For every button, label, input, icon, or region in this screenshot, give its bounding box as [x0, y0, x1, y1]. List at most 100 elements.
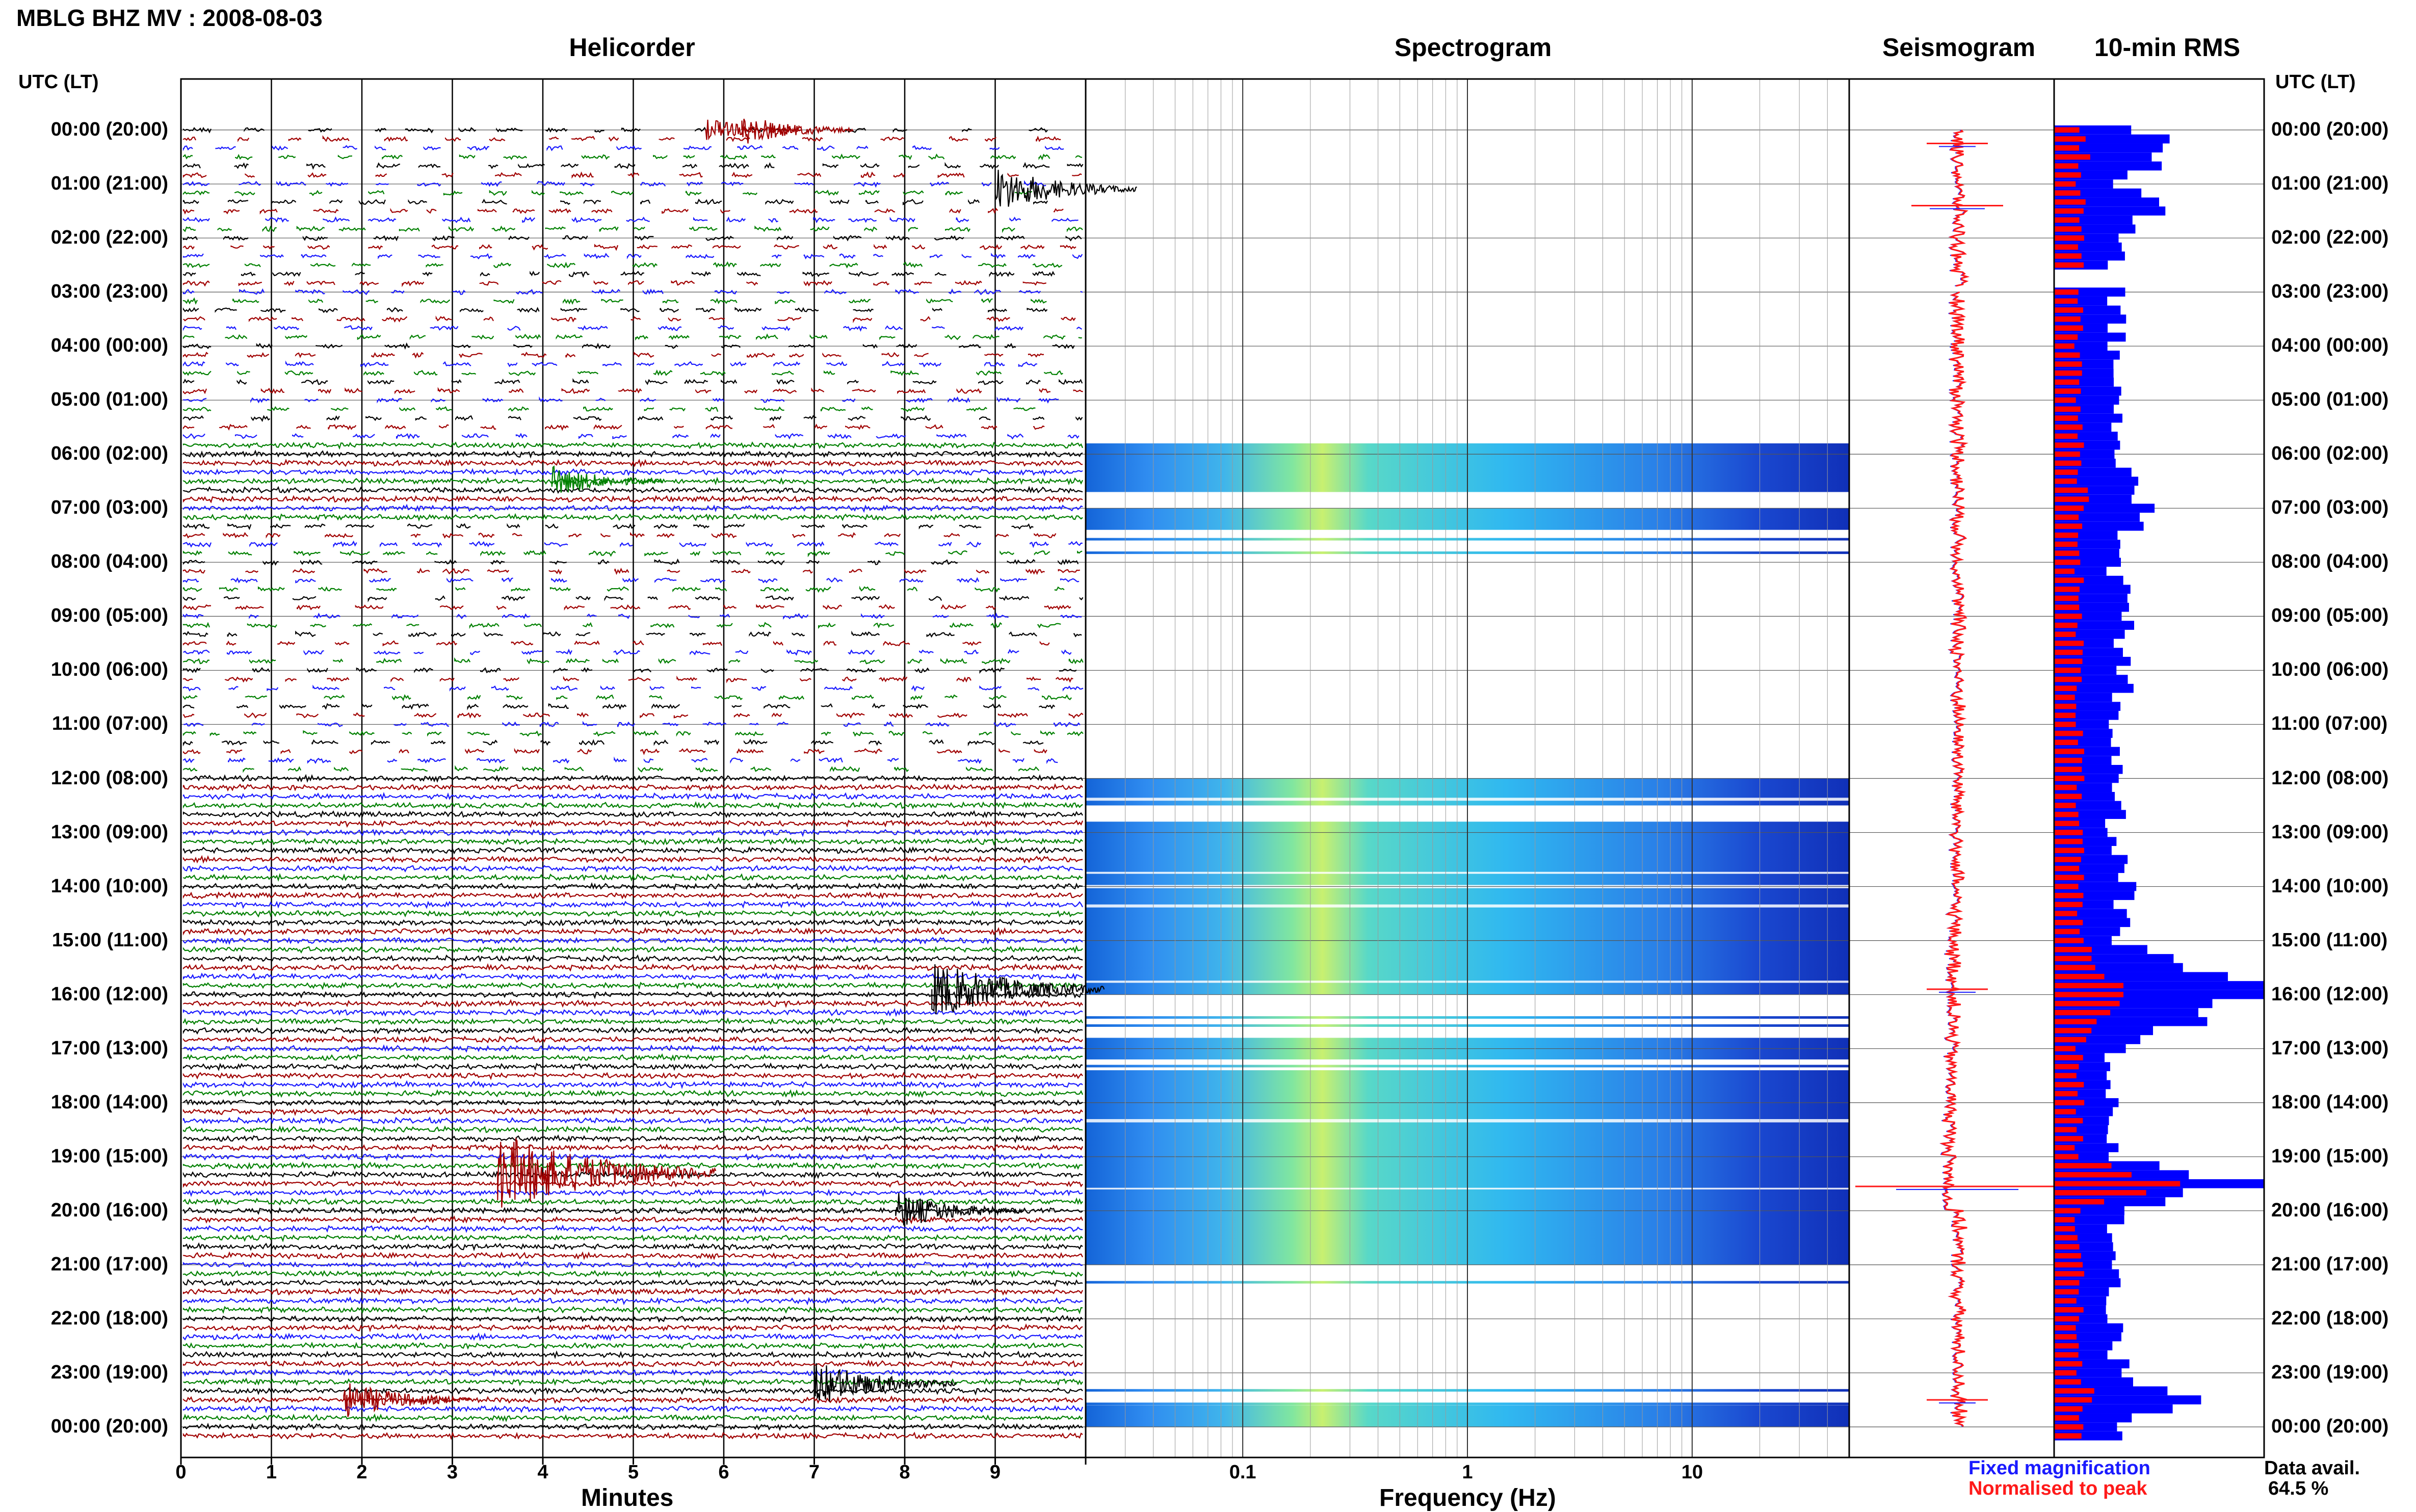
time-label-left: 19:00 (15:00): [50, 1145, 168, 1167]
helicorder-trace: [182, 613, 1082, 620]
rms-bar-normalised: [2054, 127, 2080, 133]
helicorder-trace: [182, 1341, 1083, 1350]
rms-bar-normalised: [2054, 316, 2081, 322]
legend-fixed: Fixed magnification: [1968, 1457, 2150, 1479]
helicorder-trace: [182, 486, 1083, 494]
helicorder-trace: [182, 1089, 1084, 1098]
time-label-right: 06:00 (02:00): [2271, 443, 2389, 465]
seismogram-trace: [1855, 129, 2059, 1427]
helicorder-trace: [182, 540, 1083, 548]
helicorder-trace: [182, 1161, 1083, 1171]
rms-bar-normalised: [2054, 1055, 2083, 1060]
minute-tick-label: 7: [808, 1462, 820, 1483]
rms-bar-normalised: [2054, 739, 2078, 746]
helicorder-trace: [182, 189, 1033, 197]
helicorder-trace: [182, 1278, 1083, 1287]
helicorder-trace: [182, 837, 1083, 846]
rms-bar-normalised: [2054, 1235, 2078, 1241]
rms-bar-normalised: [2054, 946, 2092, 952]
availability-value: 64.5 %: [2268, 1478, 2329, 1499]
rms-bar-normalised: [2054, 136, 2086, 142]
helicorder-trace: [182, 748, 1047, 755]
minute-tick-label: 9: [989, 1462, 1001, 1483]
helicorder-trace: [182, 162, 1084, 170]
utc-lt-label-right: UTC (LT): [2275, 71, 2356, 93]
rms-bar-normalised: [2054, 370, 2082, 376]
helicorder-trace: [182, 927, 1083, 936]
rms-bar-normalised: [2054, 1064, 2079, 1070]
helicorder-trace: [182, 1224, 1083, 1233]
rms-bar-normalised: [2054, 884, 2079, 889]
rms-bar-normalised: [2054, 1118, 2083, 1124]
rms-bar-normalised: [2054, 487, 2088, 493]
rms-bar-normalised: [2054, 587, 2080, 592]
figure-title: MBLG BHZ MV : 2008-08-03: [16, 5, 323, 31]
time-label-right: 15:00 (11:00): [2271, 929, 2388, 951]
time-label-left: 16:00 (12:00): [50, 983, 168, 1005]
helicorder-trace: [182, 756, 1058, 764]
rms-bar-normalised: [2054, 1028, 2092, 1033]
rms-bar-normalised: [2054, 469, 2078, 475]
rms-bar-normalised: [2054, 892, 2084, 898]
helicorder-trace: [182, 1197, 1083, 1206]
time-label-left: 01:00 (21:00): [50, 173, 168, 195]
time-label-left: 08:00 (04:00): [50, 551, 168, 573]
helicorder-trace: [182, 532, 1057, 539]
rms-bar-normalised: [2054, 1424, 2084, 1430]
time-label-left: 12:00 (08:00): [50, 767, 168, 789]
helicorder-traces: [182, 118, 1137, 1440]
rms-bar-normalised: [2054, 1271, 2085, 1277]
rms-bar-normalised: [2054, 244, 2078, 250]
helicorder-trace: [182, 271, 1055, 278]
helicorder-trace: [182, 360, 1037, 368]
rms-bar-normalised: [2054, 695, 2075, 700]
helicorder-trace: [182, 712, 1084, 719]
helicorder-trace: [182, 280, 1046, 287]
helicorder-trace: [182, 1072, 1083, 1080]
helicorder-trace: [182, 1134, 1083, 1144]
helicorder-trace: [182, 657, 1084, 665]
rms-bar-normalised: [2054, 154, 2090, 160]
helicorder-trace: [182, 396, 1059, 404]
helicorder-trace: [182, 1053, 1083, 1062]
minute-tick-label: 5: [627, 1462, 639, 1483]
rms-bar-normalised: [2054, 533, 2079, 538]
helicorder-trace: [182, 550, 1083, 558]
helicorder-trace: [182, 1260, 1083, 1269]
rms-bar-normalised: [2054, 1091, 2078, 1097]
helicorder-trace: [182, 1350, 1083, 1359]
time-label-right: 04:00 (00:00): [2271, 335, 2389, 357]
rms-bar-normalised: [2054, 523, 2083, 529]
rms-bar-normalised: [2054, 622, 2078, 628]
helicorder-trace: [182, 567, 1080, 575]
rms-bar-normalised: [2054, 451, 2080, 457]
time-label-right: 11:00 (07:00): [2271, 713, 2388, 735]
helicorder-trace: [182, 909, 1083, 918]
helicorder-trace: [182, 1035, 1083, 1044]
rms-bar-normalised: [2054, 730, 2083, 736]
helicorder-trace: [182, 801, 1083, 810]
helicorder-trace: [182, 810, 1083, 819]
rms-bar-normalised: [2054, 703, 2077, 709]
rms-bar-normalised: [2054, 983, 2123, 989]
rms-bar-normalised: [2054, 460, 2082, 466]
helicorder-trace: [182, 595, 1084, 603]
rms-bar-normalised: [2054, 1181, 2181, 1187]
legend-normalised: Normalised to peak: [1968, 1478, 2147, 1499]
rms-bar-normalised: [2054, 1316, 2079, 1322]
time-label-left: 15:00 (11:00): [51, 929, 168, 951]
rms-bar-normalised: [2054, 1289, 2079, 1295]
minute-tick-label: 2: [356, 1462, 367, 1483]
helicorder-trace: [182, 171, 1082, 179]
rms-bar-normalised: [2054, 865, 2080, 871]
helicorder-trace: [182, 495, 1083, 503]
rms-bar-normalised: [2054, 658, 2083, 665]
rms-bar-normalised: [2054, 974, 2105, 979]
helicorder-trace: [182, 586, 1065, 593]
helicorder-trace: [182, 1269, 1083, 1278]
rms-bar-normalised: [2054, 424, 2083, 430]
spectrogram-title: Spectrogram: [1394, 33, 1552, 62]
rms-bar-normalised: [2054, 1046, 2076, 1052]
rms-bar-normalised: [2054, 496, 2089, 502]
time-label-right: 01:00 (21:00): [2271, 173, 2389, 195]
